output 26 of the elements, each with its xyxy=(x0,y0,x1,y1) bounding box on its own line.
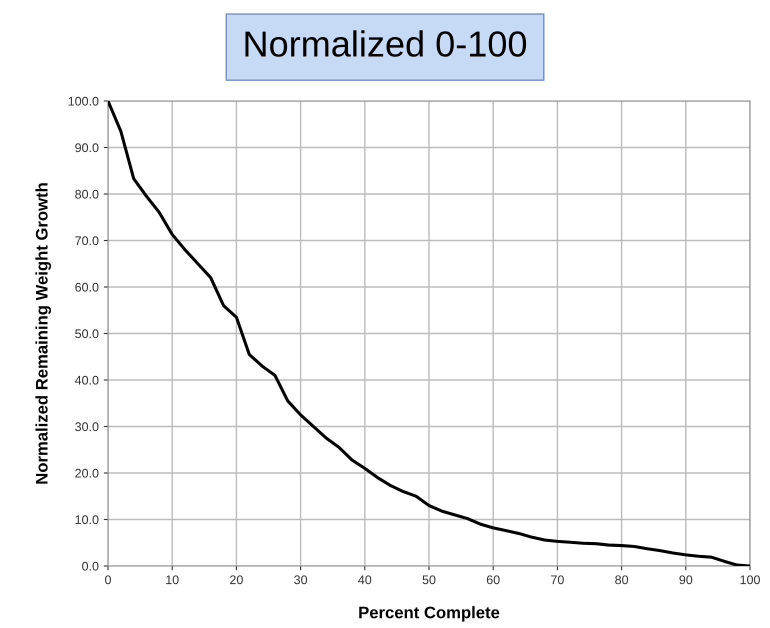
x-axis-title: Percent Complete xyxy=(359,606,500,622)
x-tick-label: 20 xyxy=(230,575,243,584)
x-tick-label: 0 xyxy=(105,575,111,584)
x-tick-label: 10 xyxy=(166,575,179,584)
y-tick-label: 20.0 xyxy=(75,468,98,478)
y-tick-label: 30.0 xyxy=(75,422,98,432)
x-tick-label: 90 xyxy=(679,575,692,584)
y-tick-label: 60.0 xyxy=(75,282,98,292)
y-tick-label: 10.0 xyxy=(76,515,98,524)
y-tick-label: 90.0 xyxy=(75,143,98,152)
x-tick-label: 50 xyxy=(422,575,436,584)
y-tick-label: 40.0 xyxy=(74,376,98,385)
x-tick-label: 70 xyxy=(551,575,564,584)
chart-title: Normalized 0-100 xyxy=(245,30,526,57)
x-tick-label: 40 xyxy=(358,575,372,584)
x-tick-label: 30 xyxy=(294,575,308,584)
y-tick-label: 0.0 xyxy=(82,562,98,571)
x-tick-label: 60 xyxy=(486,575,500,584)
y-tick-label: 70.0 xyxy=(75,236,98,246)
line-series xyxy=(108,101,750,566)
y-tick-label: 100.0 xyxy=(68,96,98,106)
x-tick-label: 80 xyxy=(615,575,628,584)
x-tick-label: 100 xyxy=(740,575,760,584)
y-tick-label: 50.0 xyxy=(75,329,98,338)
y-tick-label: 80.0 xyxy=(75,190,98,199)
y-axis-title: Normalized Remaining Weight Growth xyxy=(35,183,52,484)
